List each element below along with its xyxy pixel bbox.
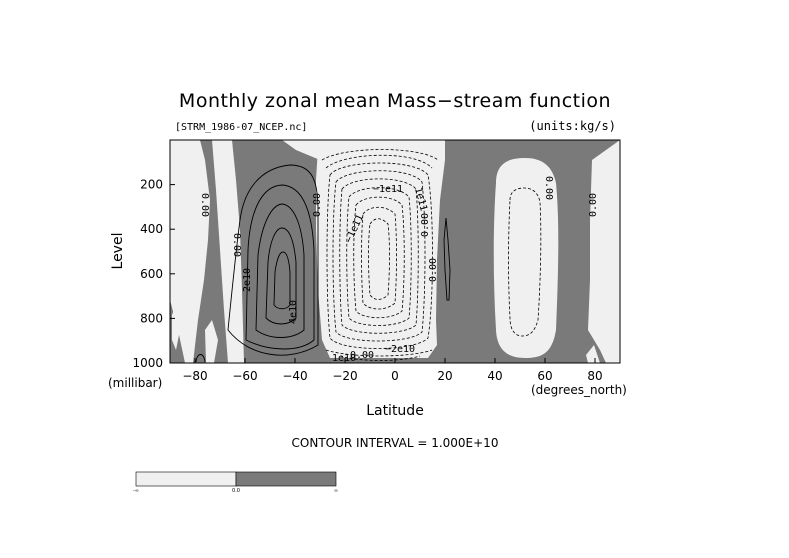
x-tick-label: 0 bbox=[391, 369, 399, 383]
neg-contour-hadley-5 bbox=[353, 196, 405, 319]
colorbar: -∞ 0.0 ∞ bbox=[133, 471, 338, 494]
x-unit-label: (degrees_north) bbox=[531, 383, 627, 397]
neg-region-hadley-cell bbox=[316, 140, 445, 358]
y-axis-label: Level bbox=[110, 233, 126, 270]
contour-label: 0.00 bbox=[231, 233, 242, 257]
units-label: (units:kg/s) bbox=[529, 119, 616, 133]
contour-label: 0.00 bbox=[312, 193, 323, 217]
x-axis-label: Latitude bbox=[366, 403, 424, 419]
colorbar-label: -∞ bbox=[133, 488, 139, 494]
colorbar-positive-swatch bbox=[235, 471, 337, 487]
file-label: [STRM_1986-07_NCEP.nc] bbox=[175, 122, 307, 133]
contour-label: 0.00 bbox=[199, 193, 210, 217]
x-axis: −80 −60 −40 −20 0 20 40 60 80 bbox=[182, 358, 603, 383]
neg-contour-hadley-3 bbox=[339, 178, 419, 334]
pos-contour-southern-3 bbox=[265, 227, 297, 325]
pos-contour-southern-4 bbox=[273, 251, 291, 310]
neg-contour-hadley-top-2 bbox=[321, 149, 439, 161]
neg-contour-hadley-6 bbox=[361, 206, 397, 310]
x-tick-label: 40 bbox=[487, 369, 502, 383]
neg-contour-ferrel-north bbox=[508, 187, 542, 337]
y-tick-label: 600 bbox=[140, 267, 163, 281]
contour-interval-label: CONTOUR INTERVAL = 1.000E+10 bbox=[292, 436, 499, 450]
contour-label: 0.00 bbox=[428, 258, 439, 282]
x-tick-label: −20 bbox=[332, 369, 357, 383]
neg-contour-hadley-7 bbox=[368, 218, 390, 300]
contour-label: 2e10 bbox=[242, 268, 253, 292]
colorbar-label: 0.0 bbox=[232, 488, 240, 494]
contour-label: −1e11 bbox=[373, 184, 403, 195]
contour-label: 0.00 bbox=[350, 350, 374, 361]
x-tick-label: 80 bbox=[587, 369, 602, 383]
pos-contour-southern-2 bbox=[255, 203, 305, 338]
contour-label: 1e10 bbox=[332, 353, 356, 364]
x-tick-label: 20 bbox=[437, 369, 452, 383]
x-tick-label: −80 bbox=[182, 369, 207, 383]
pos-contour-northern-tropics bbox=[443, 217, 451, 301]
x-tick-label: 60 bbox=[537, 369, 552, 383]
neg-region-arctic-bottom-2 bbox=[205, 320, 218, 363]
contour-label: −2e10 bbox=[385, 344, 415, 355]
neg-contour-hadley-1 bbox=[326, 162, 433, 349]
neg-contour-hadley-bottom-2 bbox=[339, 355, 421, 361]
contour-label: 0.00 bbox=[543, 176, 554, 200]
colorbar-negative-swatch bbox=[135, 471, 237, 487]
contour-label: 0.00 bbox=[588, 193, 599, 217]
y-unit-label: (millibar) bbox=[108, 376, 162, 390]
neg-contour-hadley-top bbox=[325, 154, 433, 169]
contour-label: 0.00 bbox=[420, 213, 431, 237]
x-tick-label: −40 bbox=[282, 369, 307, 383]
y-tick-label: 400 bbox=[140, 222, 163, 236]
colorbar-label: ∞ bbox=[334, 488, 338, 494]
contour-plot-area bbox=[170, 140, 620, 363]
pos-contour-southern-1 bbox=[245, 184, 315, 350]
x-tick-label: −60 bbox=[232, 369, 257, 383]
pos-contour-south-pole bbox=[195, 354, 206, 363]
chart-title: Monthly zonal mean Mass−stream function bbox=[179, 90, 611, 112]
y-tick-label: 200 bbox=[140, 178, 163, 192]
y-tick-label: 1000 bbox=[132, 356, 163, 370]
neg-region-polar-north-low bbox=[586, 345, 600, 363]
neg-contour-hadley-4 bbox=[346, 187, 412, 326]
neg-region-arctic-top bbox=[170, 140, 210, 363]
neg-region-arctic-bottom-1 bbox=[172, 305, 180, 350]
y-tick-label: 800 bbox=[140, 311, 163, 325]
pos-contour-southern-outer bbox=[227, 164, 319, 356]
neg-region-polar-north bbox=[588, 140, 620, 363]
neg-contour-hadley-2 bbox=[332, 170, 426, 342]
contour-label: 4e10 bbox=[288, 300, 299, 324]
y-axis: 200 400 600 800 1000 bbox=[132, 178, 175, 370]
neg-region-southern-band bbox=[212, 140, 244, 363]
